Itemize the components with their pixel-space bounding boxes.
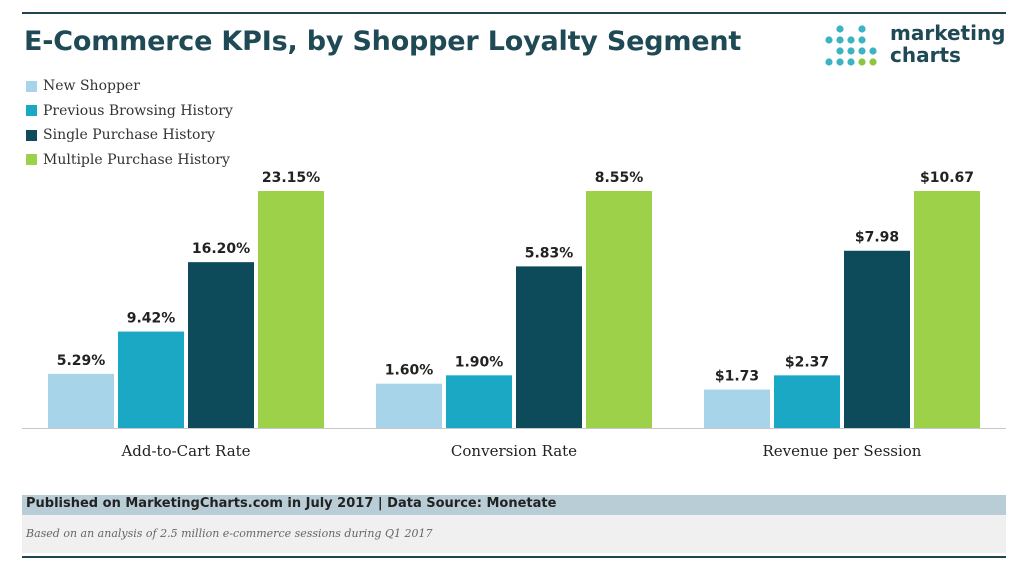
data-label: 9.42% (127, 311, 176, 327)
logo-dot (847, 36, 855, 44)
footer-note: Based on an analysis of 2.5 million e-co… (26, 527, 433, 540)
logo-dot (836, 25, 844, 33)
bar (704, 389, 770, 428)
legend-item-multiple-purchase: Multiple Purchase History (26, 148, 233, 173)
footer-note-box: Based on an analysis of 2.5 million e-co… (22, 515, 1006, 553)
logo-dot (836, 36, 844, 44)
legend-swatch (26, 129, 37, 141)
chart-title: E-Commerce KPIs, by Shopper Loyalty Segm… (24, 26, 742, 57)
bar-chart: 5.29% 9.42% 16.20% 23.15% Add-to-Cart Rate 1.… (22, 170, 1006, 460)
legend-label: Single Purchase History (43, 127, 216, 144)
bar (914, 191, 980, 428)
logo-dot (858, 58, 866, 66)
data-label: 16.20% (192, 241, 250, 257)
logo-dot (836, 47, 844, 55)
logo-dot (869, 58, 877, 66)
legend-item-single-purchase: Single Purchase History (26, 123, 233, 148)
logo-dot (836, 58, 844, 66)
top-rule (22, 12, 1006, 14)
bar (118, 331, 184, 428)
bar (258, 191, 324, 428)
legend-swatch (26, 154, 37, 166)
logo-dot (825, 36, 833, 44)
bar (516, 266, 582, 428)
data-label: $1.73 (715, 369, 759, 385)
category-label: Revenue per Session (763, 442, 922, 460)
data-label: $7.98 (855, 230, 899, 246)
logo-text-line2: charts (890, 43, 961, 67)
data-label: 1.60% (385, 363, 434, 379)
logo-dot (847, 47, 855, 55)
legend-label: New Shopper (43, 78, 140, 95)
data-label: $10.67 (920, 170, 974, 186)
logo-dot (858, 47, 866, 55)
bar (48, 373, 114, 428)
logo-dot (858, 36, 866, 44)
logo-dot (847, 58, 855, 66)
data-label: 8.55% (595, 170, 644, 186)
category-label: Conversion Rate (451, 442, 577, 460)
data-label: 5.29% (57, 353, 106, 369)
data-label: $2.37 (785, 354, 829, 370)
data-label: 1.90% (455, 354, 504, 370)
bar (586, 191, 652, 428)
marketingcharts-logo: marketing charts (822, 22, 1012, 72)
bar (446, 375, 512, 428)
bar (844, 250, 910, 428)
legend: New Shopper Previous Browsing History Si… (26, 74, 233, 172)
category-label: Add-to-Cart Rate (120, 442, 250, 460)
legend-label: Multiple Purchase History (43, 151, 230, 168)
data-label: 5.83% (525, 245, 574, 261)
bar (188, 262, 254, 428)
bottom-rule (22, 556, 1006, 558)
logo-dots-icon (825, 25, 877, 66)
legend-item-new-shopper: New Shopper (26, 74, 233, 99)
logo-dot (825, 58, 833, 66)
data-label: 23.15% (262, 170, 320, 186)
logo-text-line1: marketing (890, 21, 1006, 45)
bar (376, 383, 442, 428)
legend-label: Previous Browsing History (43, 102, 233, 119)
legend-swatch (26, 105, 37, 117)
bar (774, 375, 840, 428)
footer-published: Published on MarketingCharts.com in July… (26, 496, 557, 511)
logo-dot (869, 47, 877, 55)
legend-item-previous-browsing: Previous Browsing History (26, 99, 233, 124)
footer-source-bar: Published on MarketingCharts.com in July… (22, 495, 1006, 515)
legend-swatch (26, 80, 37, 92)
logo-dot (858, 25, 866, 33)
